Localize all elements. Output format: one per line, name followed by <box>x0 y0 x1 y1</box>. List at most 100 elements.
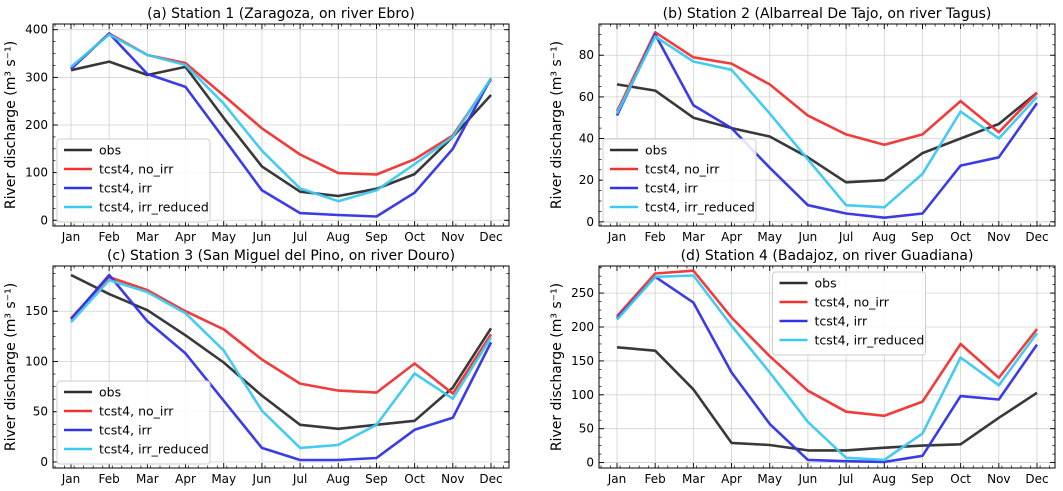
legend-label: tcst4, irr_reduced <box>99 200 209 215</box>
x-tick-label: Jun <box>798 472 818 486</box>
x-tick-label: May <box>211 472 236 486</box>
y-tick-label: 80 <box>579 48 594 62</box>
series-line-tcst4-irr <box>615 33 1039 219</box>
chart-title: (d) Station 4 (Badajoz, on river Guadian… <box>681 248 974 264</box>
x-tick-label: Sep <box>365 472 388 486</box>
x-tick-label: Nov <box>441 472 464 486</box>
x-tick-label: Nov <box>441 230 464 244</box>
legend-label: tcst4, irr <box>815 314 868 329</box>
x-tick-label: Jul <box>838 230 853 244</box>
x-tick-label: Aug <box>873 230 896 244</box>
legend-label: tcst4, irr_reduced <box>815 333 925 348</box>
x-tick-label: Jan <box>607 472 627 486</box>
legend-label: tcst4, no_irr <box>99 404 174 419</box>
y-axis-label: River discharge (m³ s⁻¹) <box>549 283 565 451</box>
series-line-obs <box>616 83 1038 184</box>
y-tick-label: 300 <box>25 70 48 84</box>
x-tick-label: Apr <box>721 230 742 244</box>
chart-panel-3: Jan Feb Mar Apr May Jun Jul Aug Sep Oct Nov Dec 0 50 1… <box>3 248 510 486</box>
x-tick-label: Dec <box>479 230 502 244</box>
x-tick-label: Jan <box>61 230 81 244</box>
series-line-obs <box>616 346 1038 452</box>
chart-title: (a) Station 1 (Zaragoza, on river Ebro) <box>147 6 415 22</box>
y-tick-label: 50 <box>579 422 594 436</box>
y-tick-label: 200 <box>25 118 48 132</box>
x-tick-label: Aug <box>327 230 350 244</box>
x-tick-label: Jul <box>292 472 307 486</box>
x-tick-label: Dec <box>1025 472 1048 486</box>
x-tick-label: Oct <box>404 472 425 486</box>
y-tick-label: 100 <box>571 388 594 402</box>
x-tick-label: Feb <box>99 472 120 486</box>
y-tick-label: 400 <box>25 23 48 37</box>
x-tick-label: Mar <box>682 230 705 244</box>
chart-panel-1: Jan Feb Mar Apr May Jun Jul Aug Sep Oct Nov Dec 0 100… <box>3 6 510 244</box>
y-tick-label: 0 <box>40 213 48 227</box>
legend-label: obs <box>815 276 837 291</box>
legend-label: obs <box>99 143 121 158</box>
x-tick-label: Jul <box>838 472 853 486</box>
y-tick-label: 50 <box>33 405 48 419</box>
y-tick-label: 40 <box>579 132 594 146</box>
chart-panel-2: Jan Feb Mar Apr May Jun Jul Aug Sep Oct Nov Dec 0 20 4… <box>549 6 1056 244</box>
series-line-tcst4-irr <box>70 32 493 218</box>
series-line-tcst4-irr-reduced <box>70 33 493 203</box>
legend-label: tcst4, no_irr <box>99 162 174 177</box>
legend: obs tcst4, no_irr tcst4, irr tcst4, irr_red… <box>602 138 757 223</box>
legend-box <box>56 138 211 223</box>
legend-label: tcst4, irr <box>99 181 152 196</box>
x-tick-label: Aug <box>327 472 350 486</box>
series-line-obs <box>70 273 493 431</box>
y-axis-label: River discharge (m³ s⁻¹) <box>3 283 19 451</box>
y-tick-label: 150 <box>25 304 48 318</box>
x-tick-label: Aug <box>873 472 896 486</box>
y-tick-label: 200 <box>571 320 594 334</box>
legend-label: tcst4, irr <box>99 423 152 438</box>
legend-label: tcst4, irr_reduced <box>99 442 209 457</box>
x-tick-label: May <box>757 472 782 486</box>
legend-label: obs <box>645 143 667 158</box>
x-tick-label: Sep <box>911 230 934 244</box>
x-tick-label: Nov <box>987 472 1010 486</box>
legend-box <box>56 380 211 465</box>
x-tick-label: Feb <box>645 230 666 244</box>
series-line-tcst4-irr-reduced <box>616 274 1039 462</box>
legend-label: tcst4, irr <box>645 181 698 196</box>
x-tick-label: May <box>757 230 782 244</box>
chart-title: (c) Station 3 (San Miguel del Pino, on r… <box>107 248 455 264</box>
y-tick-label: 0 <box>40 455 48 469</box>
x-tick-label: Oct <box>404 230 425 244</box>
y-tick-label: 0 <box>586 215 594 229</box>
x-tick-label: Feb <box>645 472 666 486</box>
plot-frame <box>598 23 1056 227</box>
x-tick-label: Oct <box>950 230 971 244</box>
series-line-obs <box>70 60 492 198</box>
x-tick-label: Apr <box>175 230 196 244</box>
y-tick-label: 20 <box>579 173 594 187</box>
plot-frame <box>52 23 510 227</box>
y-tick-label: 100 <box>25 354 48 368</box>
legend: obs tcst4, no_irr tcst4, irr tcst4, irr_red… <box>772 271 926 356</box>
legend-box <box>772 271 926 356</box>
x-tick-label: Jun <box>798 230 818 244</box>
series-line-tcst4-no-irr <box>615 30 1038 147</box>
y-tick-label: 150 <box>571 354 594 368</box>
x-tick-label: Dec <box>479 472 502 486</box>
y-tick-label: 100 <box>25 166 48 180</box>
legend-label: obs <box>99 385 121 400</box>
series-line-tcst4-irr-reduced <box>615 35 1038 209</box>
x-tick-label: Apr <box>175 472 196 486</box>
x-tick-label: Sep <box>365 230 388 244</box>
x-tick-label: May <box>211 230 236 244</box>
x-tick-label: Jun <box>252 472 272 486</box>
x-tick-label: Jul <box>292 230 307 244</box>
x-tick-label: Apr <box>721 472 742 486</box>
x-tick-label: Mar <box>682 472 705 486</box>
x-tick-label: Jun <box>252 230 272 244</box>
y-tick-label: 250 <box>571 286 594 300</box>
legend: obs tcst4, no_irr tcst4, irr tcst4, irr_red… <box>56 138 211 223</box>
legend-label: tcst4, no_irr <box>645 162 720 177</box>
x-tick-label: Mar <box>136 230 159 244</box>
series-line-tcst4-no-irr <box>70 275 493 395</box>
